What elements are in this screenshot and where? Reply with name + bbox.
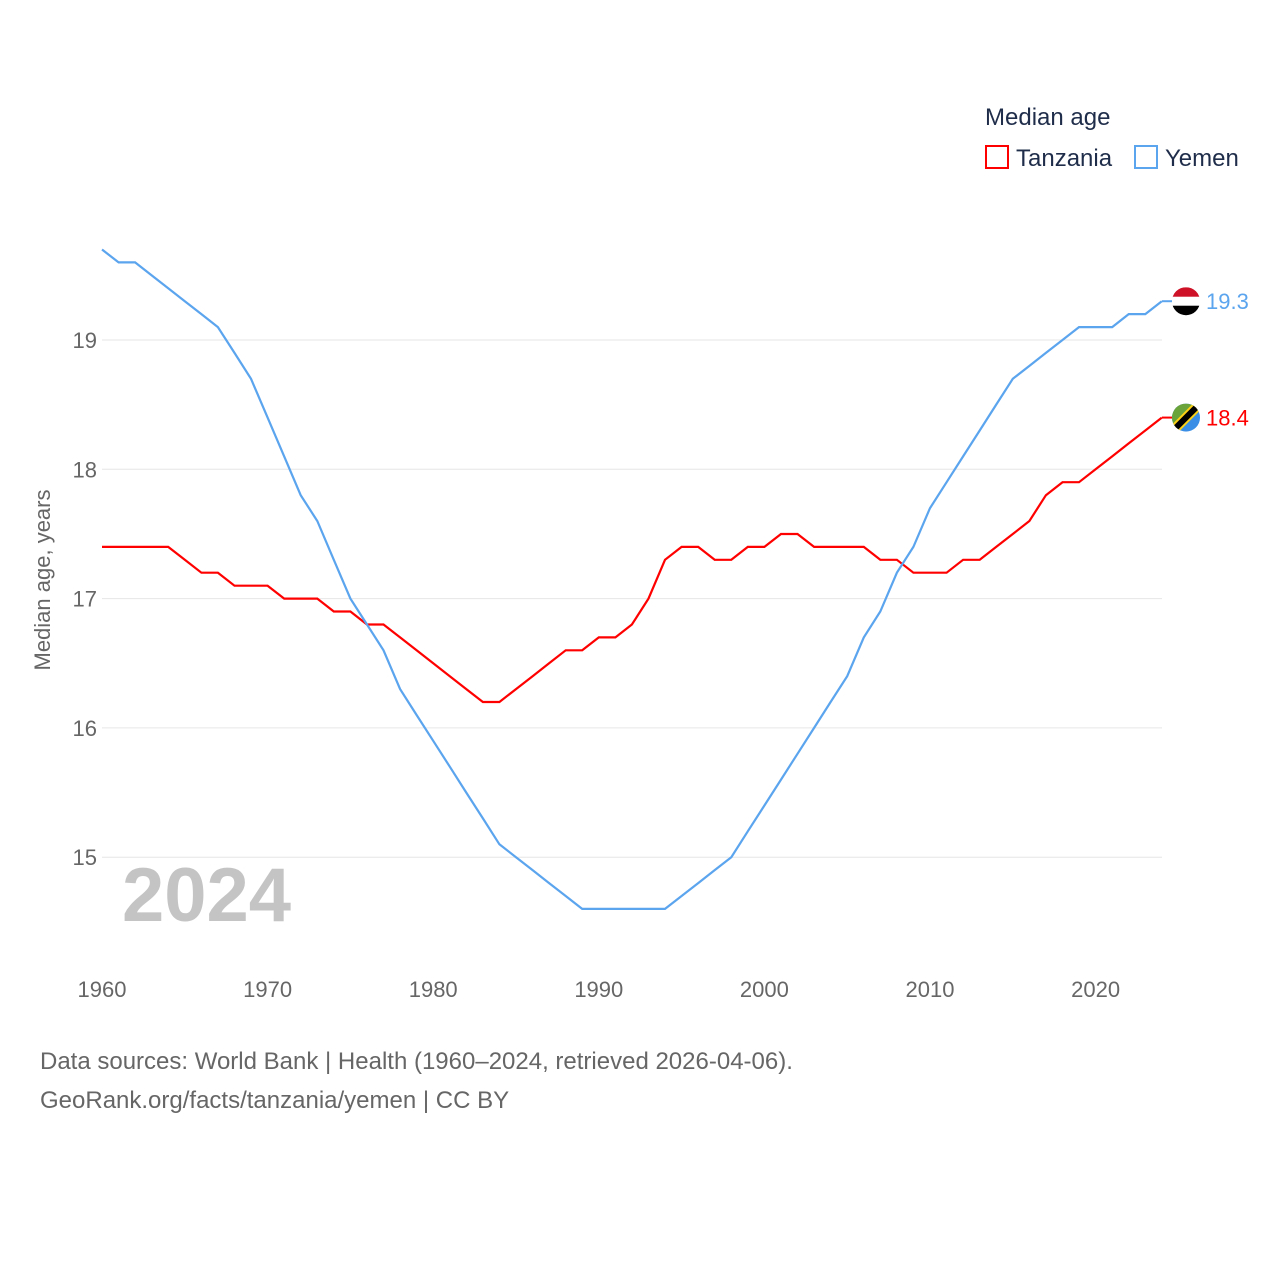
- x-tick-label: 2020: [1071, 977, 1120, 1002]
- x-tick-label: 1970: [243, 977, 292, 1002]
- end-value-label: 19.3: [1206, 289, 1249, 314]
- y-tick-label: 18: [73, 457, 97, 482]
- year-watermark: 2024: [122, 853, 291, 938]
- yemen-flag-icon: [1172, 287, 1200, 316]
- series-line-tanzania: [102, 416, 1163, 704]
- legend-title: Median age: [985, 104, 1110, 131]
- legend-swatch-tanzania: [985, 145, 1009, 169]
- y-axis-label: Median age, years: [30, 490, 55, 671]
- x-tick-label: 1980: [409, 977, 458, 1002]
- x-tick-label: 1990: [574, 977, 623, 1002]
- x-tick-label: 1960: [78, 977, 127, 1002]
- end-value-label: 18.4: [1206, 406, 1249, 431]
- y-tick-label: 17: [73, 587, 97, 612]
- attribution-text: GeoRank.org/facts/tanzania/yemen | CC BY: [40, 1087, 509, 1114]
- tanzania-flag-icon: [1172, 403, 1200, 432]
- y-tick-label: 16: [73, 716, 97, 741]
- y-tick-label: 15: [73, 845, 97, 870]
- series-line-yemen: [101, 248, 1163, 911]
- x-tick-label: 2010: [906, 977, 955, 1002]
- data-source-text: Data sources: World Bank | Health (1960–…: [40, 1048, 793, 1075]
- legend-label-yemen: Yemen: [1165, 145, 1239, 172]
- x-tick-label: 2000: [740, 977, 789, 1002]
- legend-label-tanzania: Tanzania: [1016, 145, 1113, 172]
- y-tick-label: 19: [73, 328, 97, 353]
- legend-swatch-yemen: [1134, 145, 1158, 169]
